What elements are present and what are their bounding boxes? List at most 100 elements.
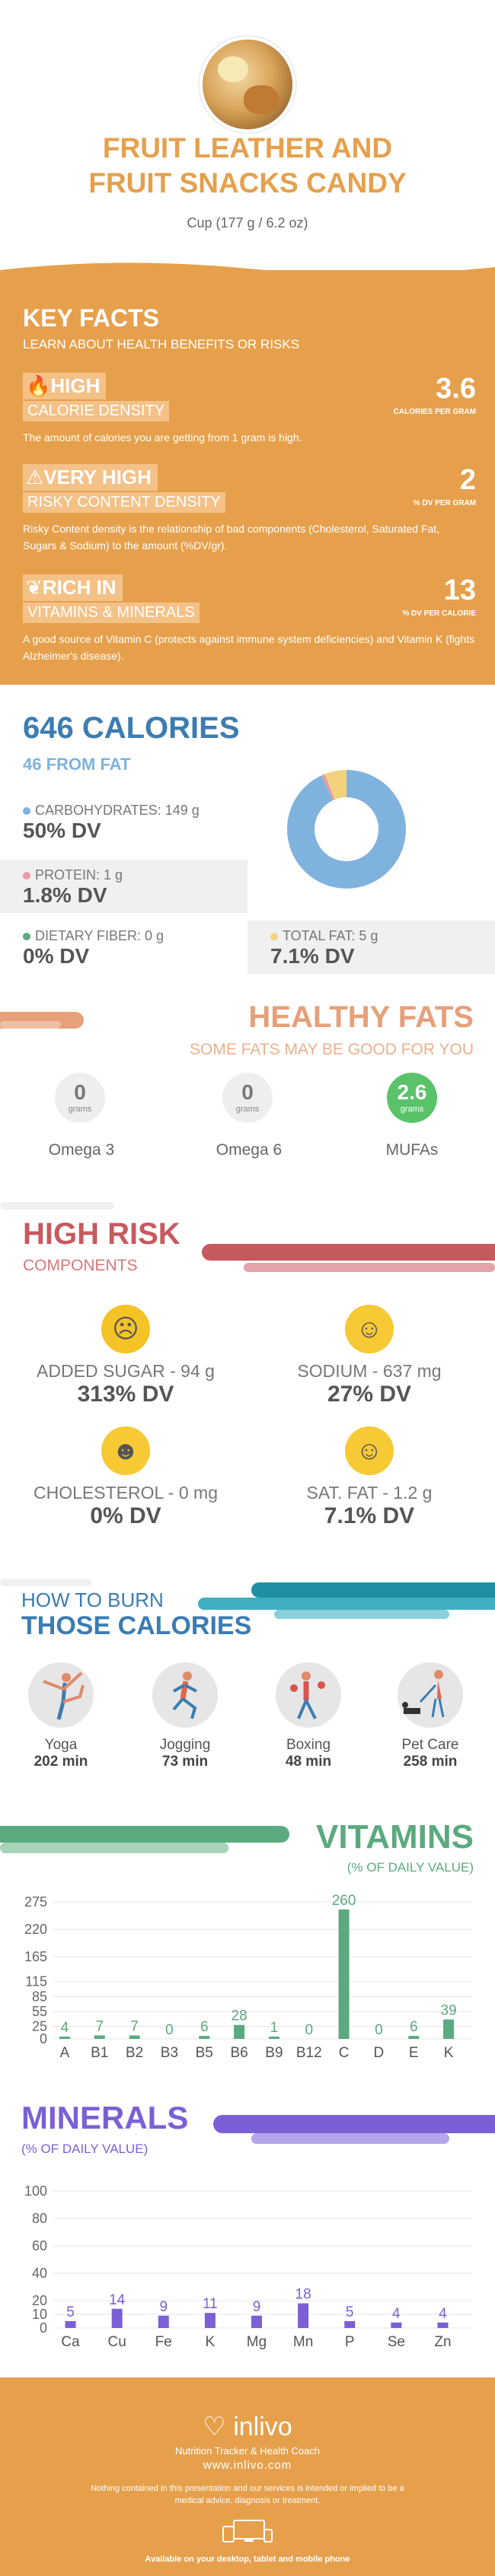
vitamin-bar-B1 bbox=[94, 2035, 105, 2039]
vitamin-category-label: B5 bbox=[196, 2045, 213, 2061]
vitamin-bar-B9 bbox=[268, 2037, 279, 2039]
vitamin-category-label: B6 bbox=[230, 2045, 248, 2061]
healthy-fats-section: HEALTHY FATS SOME FATS MAY BE GOOD FOR Y… bbox=[0, 989, 495, 1194]
key-fact-name: RISKY CONTENT DENSITY bbox=[23, 492, 225, 513]
fat-shade bbox=[248, 921, 495, 974]
vitamin-y-tick-label: 0 bbox=[40, 2031, 47, 2046]
fat-dot bbox=[270, 933, 278, 941]
mineral-bar-Se bbox=[391, 2322, 402, 2328]
minerals-title: MINERALS bbox=[21, 2100, 189, 2136]
calories-from-fat: 46 FROM FAT bbox=[23, 755, 131, 774]
added-sugar-dv: 313% DV bbox=[77, 1382, 174, 1407]
high-risk-title: HIGH RISK bbox=[23, 1217, 180, 1251]
mineral-category-label: Se bbox=[388, 2334, 405, 2350]
decor-stripe bbox=[0, 1579, 91, 1586]
vitamin-y-tick-label: 85 bbox=[32, 1989, 47, 2004]
omega3-label: Omega 3 bbox=[48, 1141, 115, 1159]
pet-care-minutes: 258 min bbox=[403, 1754, 458, 1770]
vitamin-y-tick-label: 165 bbox=[24, 1949, 47, 1964]
burn-title-line-2: THOSE CALORIES bbox=[21, 1611, 252, 1640]
omega3-circle: 0 grams bbox=[55, 1073, 105, 1123]
key-fact-unit: % DV PER GRAM bbox=[413, 499, 476, 507]
vitamin-bar-A bbox=[59, 2037, 70, 2039]
mineral-value-label: 5 bbox=[346, 2304, 354, 2320]
brand-tagline: Nutrition Tracker & Health Coach bbox=[174, 2445, 321, 2457]
vitamins-subtitle: (% OF DAILY VALUE) bbox=[346, 1860, 474, 1875]
warning-icon: ⚠ bbox=[26, 466, 44, 488]
protein-dv: 1.8% DV bbox=[23, 883, 107, 907]
title-line-1: FRUIT LEATHER AND bbox=[102, 132, 393, 164]
vitamin-value-label: 0 bbox=[165, 2022, 174, 2038]
decor-stripe bbox=[251, 1582, 495, 1598]
mineral-category-label: Ca bbox=[61, 2334, 80, 2350]
mineral-bar-Mg bbox=[251, 2315, 262, 2328]
food-photo bbox=[200, 37, 295, 132]
mineral-y-tick-label: 0 bbox=[40, 2320, 47, 2336]
decor-stripe bbox=[244, 1263, 495, 1272]
vitamin-y-tick-label: 25 bbox=[32, 2019, 47, 2034]
mineral-value-label: 9 bbox=[159, 2299, 168, 2315]
vitamin-value-label: 6 bbox=[410, 2019, 418, 2035]
fat-dv: 7.1% DV bbox=[270, 944, 355, 968]
decor-stripe bbox=[0, 1021, 61, 1029]
title-line-2: FRUIT SNACKS CANDY bbox=[88, 167, 407, 199]
vitamin-bar-B5 bbox=[199, 2036, 210, 2039]
vitamin-y-tick-label: 275 bbox=[24, 1894, 47, 1910]
sat-fat-dv: 7.1% DV bbox=[324, 1503, 415, 1528]
key-fact-name: CALORIE DENSITY bbox=[23, 401, 170, 421]
donut-slice-fat bbox=[287, 770, 406, 889]
mineral-value-label: 14 bbox=[109, 2292, 126, 2308]
cholesterol-label: CHOLESTEROL - 0 mg bbox=[34, 1483, 218, 1503]
vitamin-bar-B6 bbox=[234, 2024, 245, 2039]
yoga-label: Yoga bbox=[44, 1737, 78, 1753]
mineral-y-tick-label: 20 bbox=[32, 2293, 47, 2308]
grams-unit: grams bbox=[400, 1105, 424, 1114]
angry-face-icon: ☹ bbox=[101, 1305, 150, 1353]
mineral-bar-P bbox=[344, 2321, 356, 2328]
jogging-label: Jogging bbox=[159, 1737, 211, 1753]
vitamins-title: VITAMINS bbox=[316, 1818, 474, 1856]
calories-title: 646 CALORIES bbox=[23, 711, 240, 745]
activity-yoga: Yoga 202 min bbox=[11, 1662, 110, 1770]
header: FRUIT LEATHER AND FRUIT SNACKS CANDY Cup… bbox=[0, 0, 495, 266]
smile-face-icon: ☺ bbox=[345, 1426, 394, 1475]
key-fact-value: 2 bbox=[459, 464, 476, 496]
vitamin-category-label: D bbox=[374, 2045, 385, 2061]
key-fact-level: HIGH bbox=[50, 374, 101, 397]
mineral-y-tick-label: 80 bbox=[32, 2211, 47, 2226]
decor-stripe bbox=[251, 2133, 449, 2144]
decor-stripe bbox=[0, 1843, 228, 1853]
mineral-bar-Cu bbox=[111, 2308, 123, 2328]
mineral-category-label: Zn bbox=[434, 2334, 451, 2350]
fiber-item: DIETARY FIBER: 0 g 0% DV bbox=[23, 928, 164, 968]
mufas-value: 2.6 bbox=[397, 1080, 427, 1104]
mineral-category-label: Mg bbox=[247, 2334, 267, 2350]
vitamin-value-label: 7 bbox=[130, 2018, 139, 2034]
cholesterol-item: ☻ CHOLESTEROL - 0 mg 0% DV bbox=[11, 1426, 240, 1529]
sat-fat-item: ☺ SAT. FAT - 1.2 g 7.1% DV bbox=[255, 1426, 484, 1529]
carbs-dv: 50% DV bbox=[23, 819, 101, 842]
healthy-fats-title: HEALTHY FATS bbox=[248, 1000, 474, 1034]
mineral-category-label: P bbox=[345, 2334, 355, 2350]
key-fact-calorie-density: 🔥HIGH CALORIE DENSITY 3.6 CALORIES PER G… bbox=[23, 373, 476, 446]
key-fact-unit: CALORIES PER GRAM bbox=[393, 408, 476, 416]
boxing-minutes: 48 min bbox=[285, 1754, 332, 1770]
sat-fat-label: SAT. FAT - 1.2 g bbox=[306, 1483, 433, 1503]
vitamin-value-label: 0 bbox=[375, 2022, 383, 2038]
footer: ♡ inlivo Nutrition Tracker & Health Coac… bbox=[0, 2377, 495, 2576]
calories-section: 646 CALORIES 46 FROM FAT CARBOHYDRATES: … bbox=[0, 700, 495, 1004]
grams-unit: grams bbox=[235, 1105, 260, 1114]
vitamin-category-label: A bbox=[60, 2045, 70, 2061]
carbs-dot bbox=[23, 807, 30, 816]
sodium-dv: 27% DV bbox=[327, 1382, 412, 1407]
boxing-icon bbox=[276, 1662, 341, 1728]
high-risk-section: HIGH RISK COMPONENTS ☹ ADDED SUGAR - 94 … bbox=[0, 1202, 495, 1567]
vitamin-value-label: 260 bbox=[332, 1893, 356, 1909]
fat-label: TOTAL FAT: 5 g bbox=[283, 928, 378, 943]
brand-url[interactable]: www.inlivo.com bbox=[203, 2459, 292, 2472]
fiber-label: DIETARY FIBER: 0 g bbox=[35, 928, 164, 943]
jogging-minutes: 73 min bbox=[161, 1754, 209, 1770]
smile-face-icon: ☺ bbox=[345, 1305, 394, 1353]
vitamin-category-label: K bbox=[444, 2045, 454, 2061]
